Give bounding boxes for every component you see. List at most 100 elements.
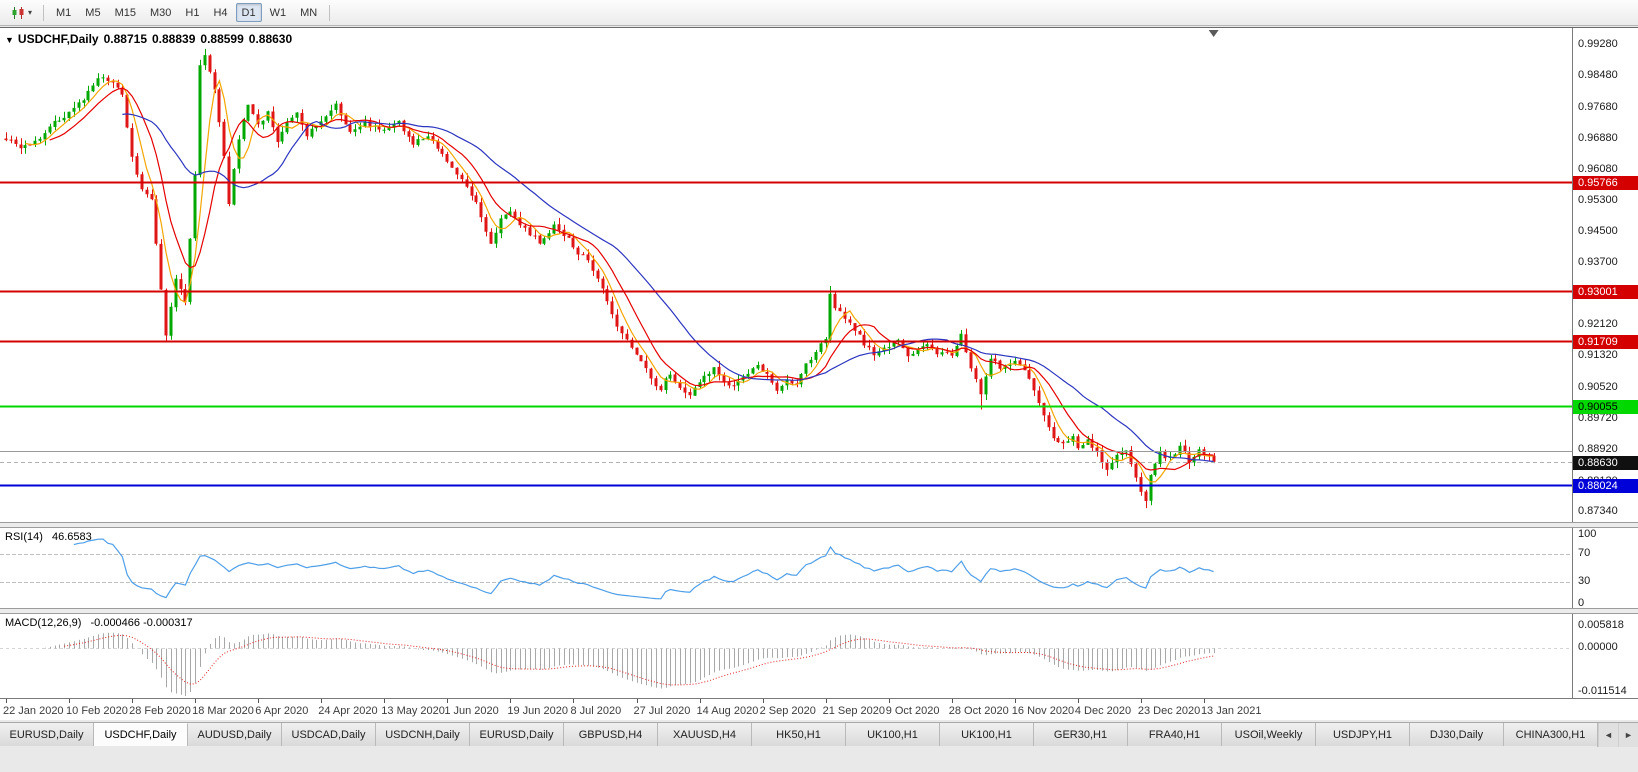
timeframe-button-m1[interactable]: M1 bbox=[56, 6, 72, 19]
price-axis-tick: 0.94500 bbox=[1578, 224, 1618, 237]
price-axis-tick: 0.90520 bbox=[1578, 380, 1618, 393]
chart-tab-fra40-h1[interactable]: FRA40,H1 bbox=[1128, 723, 1222, 746]
tab-scroll-right-button[interactable]: ► bbox=[1618, 723, 1638, 747]
price-axis-tick: 0.88920 bbox=[1578, 443, 1618, 456]
timeframe-button-w1[interactable]: W1 bbox=[269, 6, 287, 19]
chart-type-button[interactable]: ▾ bbox=[6, 3, 37, 23]
chart-tab-eurusd-daily[interactable]: EURUSD,Daily bbox=[470, 723, 564, 746]
rsi-axis-tick: 100 bbox=[1578, 528, 1597, 540]
tab-scroll-arrows: ◄ ► bbox=[1597, 723, 1638, 747]
macd-signal-line bbox=[64, 634, 1214, 686]
chart-tabbar: EURUSD,Daily USDCHF,Daily AUDUSD,Daily USDC… bbox=[0, 722, 1638, 747]
date-label: 23 Dec 2020 bbox=[1137, 705, 1201, 717]
rsi-axis-tick: 70 bbox=[1578, 546, 1591, 559]
timeframe-button-mn[interactable]: MN bbox=[300, 6, 318, 19]
chart-tab-uk100-h1[interactable]: UK100,H1 bbox=[940, 723, 1034, 746]
date-label: 4 Dec 2020 bbox=[1074, 705, 1132, 717]
level-price-badge: 0.95766 bbox=[1573, 175, 1638, 190]
date-label: 22 Jan 2020 bbox=[3, 705, 64, 717]
macd-histogram bbox=[45, 632, 1215, 696]
chart-tab-uk100-h1[interactable]: UK100,H1 bbox=[846, 723, 940, 746]
date-label: 16 Nov 2020 bbox=[1011, 705, 1075, 717]
rsi-plot-area bbox=[0, 528, 1572, 608]
bear-bodies bbox=[4, 55, 1216, 502]
chart-tab-dj30-daily[interactable]: DJ30,Daily bbox=[1410, 723, 1504, 746]
date-label: 1 Jun 2020 bbox=[444, 705, 499, 717]
timeframe-button-h4[interactable]: H4 bbox=[213, 6, 228, 19]
moving-average-5-line bbox=[25, 79, 1214, 483]
date-tick bbox=[952, 699, 953, 703]
date-tick bbox=[826, 699, 827, 703]
macd-name: MACD(12,26,9) bbox=[5, 617, 82, 629]
chart-tab-hk50-h1[interactable]: HK50,H1 bbox=[752, 723, 846, 746]
date-tick bbox=[6, 699, 7, 703]
date-tick bbox=[132, 699, 133, 703]
timeframe-button-m30[interactable]: M30 bbox=[149, 6, 172, 19]
price-axis-tick: 0.96880 bbox=[1578, 131, 1618, 144]
date-tick bbox=[1204, 699, 1205, 703]
date-label: 13 Jan 2021 bbox=[1200, 705, 1262, 717]
chart-tab-usdcnh-daily[interactable]: USDCNH,Daily bbox=[376, 723, 470, 746]
date-tick bbox=[384, 699, 385, 703]
price-axis[interactable]: 0.99280 0.98480 0.97680 0.96880 0.96080 0.953… bbox=[1572, 28, 1638, 522]
rsi-axis-tick: 0 bbox=[1578, 597, 1585, 608]
ohlc-low: 0.88599 bbox=[200, 32, 244, 46]
candlestick-chart-icon bbox=[12, 6, 24, 19]
price-axis-tick: 0.98480 bbox=[1578, 69, 1618, 82]
chart-tab-xauusd-h4[interactable]: XAUUSD,H4 bbox=[658, 723, 752, 746]
rsi-value: 46.6583 bbox=[51, 531, 92, 543]
timeframe-button-d1[interactable]: D1 bbox=[235, 3, 262, 22]
date-tick bbox=[321, 699, 322, 703]
date-tick bbox=[763, 699, 764, 703]
tab-scroll-left-button[interactable]: ◄ bbox=[1598, 723, 1618, 747]
date-label: 19 Jun 2020 bbox=[507, 705, 568, 717]
price-chart-panel[interactable]: ▼ USDCHF,Daily 0.88715 0.88839 0.88599 0… bbox=[0, 28, 1638, 522]
date-axis[interactable]: 22 Jan 2020 10 Feb 2020 28 Feb 2020 18 Mar … bbox=[0, 698, 1638, 720]
level-price-badge: 0.91709 bbox=[1573, 334, 1638, 349]
date-label: 28 Oct 2020 bbox=[948, 705, 1009, 717]
chart-tab-usdjpy-h1[interactable]: USDJPY,H1 bbox=[1316, 723, 1410, 746]
price-axis-tick: 0.95300 bbox=[1578, 193, 1618, 206]
chart-tab-audusd-daily[interactable]: AUDUSD,Daily bbox=[188, 723, 282, 746]
chart-tab-usdcad-daily[interactable]: USDCAD,Daily bbox=[282, 723, 376, 746]
chart-tab-gbpusd-h4[interactable]: GBPUSD,H4 bbox=[564, 723, 658, 746]
rsi-axis-tick: 30 bbox=[1578, 575, 1591, 588]
candlestick-plot bbox=[0, 30, 1572, 509]
toolbar-separator bbox=[329, 4, 331, 21]
timeframe-button-m15[interactable]: M15 bbox=[114, 6, 136, 19]
chart-tab-usoil-weekly[interactable]: USOil,Weekly bbox=[1222, 723, 1316, 746]
macd-panel[interactable]: MACD(12,26,9) -0.000466 -0.000317 0.0058… bbox=[0, 614, 1638, 698]
price-axis-tick: 0.96080 bbox=[1578, 163, 1618, 176]
price-axis-tick: 0.97680 bbox=[1578, 100, 1618, 113]
macd-label: MACD(12,26,9) -0.000466 -0.000317 bbox=[5, 617, 199, 629]
rsi-axis[interactable]: 100 70 30 0 bbox=[1572, 528, 1638, 608]
ohlc-close: 0.88630 bbox=[248, 32, 293, 46]
rsi-label: RSI(14) 46.6583 bbox=[5, 531, 98, 543]
rsi-name: RSI(14) bbox=[5, 531, 43, 543]
rsi-panel[interactable]: RSI(14) 46.6583 100 70 30 0 bbox=[0, 528, 1638, 608]
chart-tab-eurusd-daily[interactable]: EURUSD,Daily bbox=[0, 723, 94, 746]
chart-shift-marker[interactable] bbox=[1208, 30, 1219, 37]
timeframe-buttons: M1 M5 M15 M30 H1 H4 D1 W1 MN bbox=[50, 3, 323, 22]
collapse-icon[interactable]: ▼ bbox=[5, 34, 14, 45]
date-tick bbox=[258, 699, 259, 703]
date-tick bbox=[573, 699, 574, 703]
timeframe-button-h1[interactable]: H1 bbox=[185, 6, 200, 19]
level-price-badge: 0.88024 bbox=[1573, 478, 1638, 493]
macd-values: -0.000466 -0.000317 bbox=[90, 617, 193, 629]
price-axis-tick: 0.91320 bbox=[1578, 349, 1618, 362]
panel-divider[interactable] bbox=[0, 522, 1638, 528]
level-price-badge: 0.90055 bbox=[1573, 399, 1638, 414]
macd-axis[interactable]: 0.005818 0.00000 -0.011514 bbox=[1572, 614, 1638, 698]
rsi-plot bbox=[0, 538, 1572, 600]
chart-symbol-period: USDCHF,Daily bbox=[17, 32, 99, 46]
chart-tab-china300-h1[interactable]: CHINA300,H1 bbox=[1504, 723, 1598, 746]
panel-divider[interactable] bbox=[0, 608, 1638, 614]
bear-wicks bbox=[6, 54, 1215, 509]
rsi-line bbox=[73, 538, 1214, 600]
timeframe-button-m5[interactable]: M5 bbox=[85, 6, 101, 19]
price-plot-area[interactable] bbox=[0, 28, 1572, 522]
chart-tab-ger30-h1[interactable]: GER30,H1 bbox=[1034, 723, 1128, 746]
chart-tab-usdchf-daily[interactable]: USDCHF,Daily bbox=[94, 723, 188, 746]
